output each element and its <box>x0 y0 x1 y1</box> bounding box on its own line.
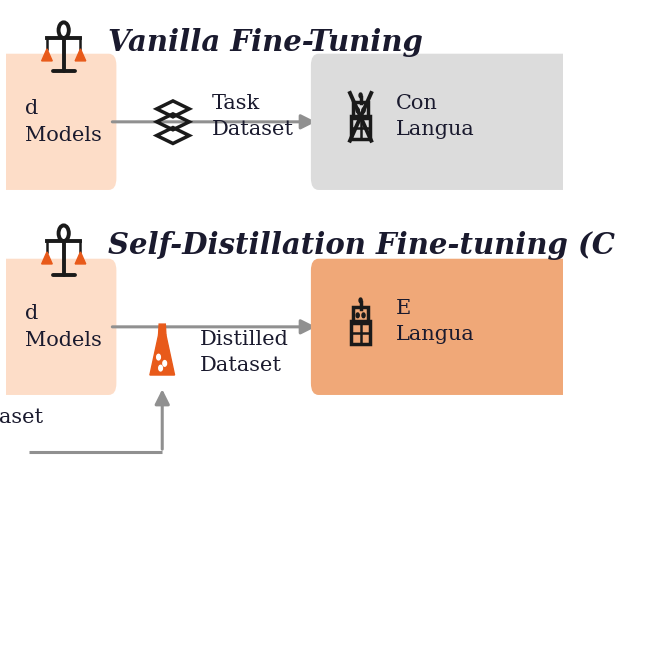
Text: Con
Langua: Con Langua <box>396 94 474 140</box>
Polygon shape <box>42 49 52 61</box>
Circle shape <box>356 313 359 318</box>
Text: d
Models: d Models <box>25 304 102 350</box>
FancyBboxPatch shape <box>0 259 117 395</box>
Circle shape <box>359 93 362 98</box>
Circle shape <box>157 354 160 360</box>
Circle shape <box>356 108 359 113</box>
Polygon shape <box>75 252 86 264</box>
Circle shape <box>159 365 162 371</box>
Text: Self-Distillation Fine-tuning (C: Self-Distillation Fine-tuning (C <box>108 231 614 260</box>
Polygon shape <box>42 252 52 264</box>
Text: Distilled
Dataset: Distilled Dataset <box>200 329 288 375</box>
Text: Vanilla Fine-Tuning: Vanilla Fine-Tuning <box>108 28 422 57</box>
Text: Task
Dataset: Task Dataset <box>212 94 293 140</box>
Polygon shape <box>150 335 175 375</box>
FancyBboxPatch shape <box>0 54 117 190</box>
FancyBboxPatch shape <box>311 259 577 395</box>
Polygon shape <box>159 324 166 335</box>
Circle shape <box>163 360 166 366</box>
Text: E
Langua: E Langua <box>396 299 474 345</box>
Circle shape <box>362 313 365 318</box>
Polygon shape <box>75 49 86 61</box>
Text: d
Models: d Models <box>25 99 102 145</box>
Circle shape <box>362 108 365 113</box>
Text: aset: aset <box>0 408 43 428</box>
Circle shape <box>359 298 362 303</box>
FancyBboxPatch shape <box>311 54 577 190</box>
